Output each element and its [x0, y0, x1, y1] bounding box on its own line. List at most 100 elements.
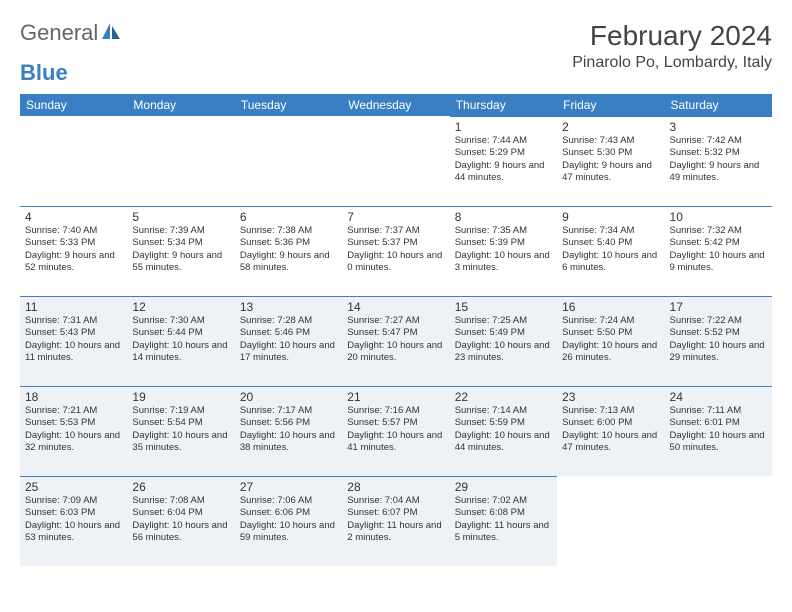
day-number: 10 — [670, 210, 767, 224]
day-cell-td: 14Sunrise: 7:27 AMSunset: 5:47 PMDayligh… — [342, 296, 449, 386]
day-cell-td: 18Sunrise: 7:21 AMSunset: 5:53 PMDayligh… — [20, 386, 127, 476]
day-info: Sunrise: 7:14 AMSunset: 5:59 PMDaylight:… — [455, 405, 552, 454]
day-cell — [127, 116, 234, 205]
day-cell — [235, 116, 342, 205]
day-cell-td: 23Sunrise: 7:13 AMSunset: 6:00 PMDayligh… — [557, 386, 664, 476]
day-cell-td: 10Sunrise: 7:32 AMSunset: 5:42 PMDayligh… — [665, 206, 772, 296]
day-info: Sunrise: 7:06 AMSunset: 6:06 PMDaylight:… — [240, 495, 337, 544]
day-header: Friday — [557, 94, 664, 116]
week-row: 11Sunrise: 7:31 AMSunset: 5:43 PMDayligh… — [20, 296, 772, 386]
day-cell: 9Sunrise: 7:34 AMSunset: 5:40 PMDaylight… — [557, 206, 664, 296]
day-cell-td — [235, 116, 342, 206]
calendar-body: 1Sunrise: 7:44 AMSunset: 5:29 PMDaylight… — [20, 116, 772, 566]
day-cell — [665, 476, 772, 565]
day-cell-td — [127, 116, 234, 206]
day-info: Sunrise: 7:40 AMSunset: 5:33 PMDaylight:… — [25, 225, 122, 274]
day-cell: 10Sunrise: 7:32 AMSunset: 5:42 PMDayligh… — [665, 206, 772, 296]
day-info: Sunrise: 7:27 AMSunset: 5:47 PMDaylight:… — [347, 315, 444, 364]
day-info: Sunrise: 7:28 AMSunset: 5:46 PMDaylight:… — [240, 315, 337, 364]
day-info: Sunrise: 7:13 AMSunset: 6:00 PMDaylight:… — [562, 405, 659, 454]
day-header: Saturday — [665, 94, 772, 116]
day-cell: 7Sunrise: 7:37 AMSunset: 5:37 PMDaylight… — [342, 206, 449, 296]
day-number: 12 — [132, 300, 229, 314]
day-header: Tuesday — [235, 94, 342, 116]
week-row: 4Sunrise: 7:40 AMSunset: 5:33 PMDaylight… — [20, 206, 772, 296]
day-cell-td: 29Sunrise: 7:02 AMSunset: 6:08 PMDayligh… — [450, 476, 557, 566]
day-cell: 28Sunrise: 7:04 AMSunset: 6:07 PMDayligh… — [342, 476, 449, 566]
day-header: Monday — [127, 94, 234, 116]
week-row: 1Sunrise: 7:44 AMSunset: 5:29 PMDaylight… — [20, 116, 772, 206]
day-cell: 5Sunrise: 7:39 AMSunset: 5:34 PMDaylight… — [127, 206, 234, 296]
day-cell: 15Sunrise: 7:25 AMSunset: 5:49 PMDayligh… — [450, 296, 557, 386]
day-info: Sunrise: 7:17 AMSunset: 5:56 PMDaylight:… — [240, 405, 337, 454]
day-cell-td: 1Sunrise: 7:44 AMSunset: 5:29 PMDaylight… — [450, 116, 557, 206]
day-info: Sunrise: 7:38 AMSunset: 5:36 PMDaylight:… — [240, 225, 337, 274]
day-cell — [557, 476, 664, 565]
day-number: 24 — [670, 390, 767, 404]
day-cell-td: 19Sunrise: 7:19 AMSunset: 5:54 PMDayligh… — [127, 386, 234, 476]
day-cell: 4Sunrise: 7:40 AMSunset: 5:33 PMDaylight… — [20, 206, 127, 296]
day-cell: 11Sunrise: 7:31 AMSunset: 5:43 PMDayligh… — [20, 296, 127, 386]
day-cell: 20Sunrise: 7:17 AMSunset: 5:56 PMDayligh… — [235, 386, 342, 476]
day-info: Sunrise: 7:42 AMSunset: 5:32 PMDaylight:… — [670, 135, 767, 184]
day-cell: 8Sunrise: 7:35 AMSunset: 5:39 PMDaylight… — [450, 206, 557, 296]
day-cell-td: 27Sunrise: 7:06 AMSunset: 6:06 PMDayligh… — [235, 476, 342, 566]
day-number: 2 — [562, 120, 659, 134]
day-info: Sunrise: 7:09 AMSunset: 6:03 PMDaylight:… — [25, 495, 122, 544]
day-cell-td: 9Sunrise: 7:34 AMSunset: 5:40 PMDaylight… — [557, 206, 664, 296]
day-cell: 3Sunrise: 7:42 AMSunset: 5:32 PMDaylight… — [665, 116, 772, 206]
day-info: Sunrise: 7:24 AMSunset: 5:50 PMDaylight:… — [562, 315, 659, 364]
day-info: Sunrise: 7:22 AMSunset: 5:52 PMDaylight:… — [670, 315, 767, 364]
day-header: Thursday — [450, 94, 557, 116]
day-cell — [20, 116, 127, 205]
day-cell-td: 3Sunrise: 7:42 AMSunset: 5:32 PMDaylight… — [665, 116, 772, 206]
day-cell: 26Sunrise: 7:08 AMSunset: 6:04 PMDayligh… — [127, 476, 234, 566]
day-info: Sunrise: 7:02 AMSunset: 6:08 PMDaylight:… — [455, 495, 552, 544]
day-cell: 1Sunrise: 7:44 AMSunset: 5:29 PMDaylight… — [450, 116, 557, 206]
day-info: Sunrise: 7:35 AMSunset: 5:39 PMDaylight:… — [455, 225, 552, 274]
title-block: February 2024 Pinarolo Po, Lombardy, Ita… — [572, 20, 772, 72]
day-cell-td: 4Sunrise: 7:40 AMSunset: 5:33 PMDaylight… — [20, 206, 127, 296]
day-cell: 19Sunrise: 7:19 AMSunset: 5:54 PMDayligh… — [127, 386, 234, 476]
day-info: Sunrise: 7:37 AMSunset: 5:37 PMDaylight:… — [347, 225, 444, 274]
day-number: 23 — [562, 390, 659, 404]
day-cell: 14Sunrise: 7:27 AMSunset: 5:47 PMDayligh… — [342, 296, 449, 386]
day-number: 25 — [25, 480, 122, 494]
day-info: Sunrise: 7:39 AMSunset: 5:34 PMDaylight:… — [132, 225, 229, 274]
week-row: 18Sunrise: 7:21 AMSunset: 5:53 PMDayligh… — [20, 386, 772, 476]
day-number: 18 — [25, 390, 122, 404]
day-number: 26 — [132, 480, 229, 494]
day-number: 22 — [455, 390, 552, 404]
location: Pinarolo Po, Lombardy, Italy — [572, 54, 772, 72]
day-number: 11 — [25, 300, 122, 314]
day-cell-td: 24Sunrise: 7:11 AMSunset: 6:01 PMDayligh… — [665, 386, 772, 476]
day-cell-td: 2Sunrise: 7:43 AMSunset: 5:30 PMDaylight… — [557, 116, 664, 206]
day-number: 4 — [25, 210, 122, 224]
logo: General — [20, 20, 121, 46]
day-number: 27 — [240, 480, 337, 494]
day-cell: 6Sunrise: 7:38 AMSunset: 5:36 PMDaylight… — [235, 206, 342, 296]
day-cell-td: 13Sunrise: 7:28 AMSunset: 5:46 PMDayligh… — [235, 296, 342, 386]
day-cell-td — [557, 476, 664, 566]
day-cell-td: 17Sunrise: 7:22 AMSunset: 5:52 PMDayligh… — [665, 296, 772, 386]
day-info: Sunrise: 7:34 AMSunset: 5:40 PMDaylight:… — [562, 225, 659, 274]
day-header: Wednesday — [342, 94, 449, 116]
day-cell — [342, 116, 449, 205]
day-info: Sunrise: 7:25 AMSunset: 5:49 PMDaylight:… — [455, 315, 552, 364]
day-number: 1 — [455, 120, 552, 134]
month-title: February 2024 — [572, 20, 772, 52]
logo-text-blue: Blue — [20, 60, 68, 85]
day-cell: 21Sunrise: 7:16 AMSunset: 5:57 PMDayligh… — [342, 386, 449, 476]
day-number: 5 — [132, 210, 229, 224]
sail-icon — [101, 20, 121, 46]
day-cell: 17Sunrise: 7:22 AMSunset: 5:52 PMDayligh… — [665, 296, 772, 386]
day-info: Sunrise: 7:08 AMSunset: 6:04 PMDaylight:… — [132, 495, 229, 544]
day-info: Sunrise: 7:32 AMSunset: 5:42 PMDaylight:… — [670, 225, 767, 274]
day-number: 8 — [455, 210, 552, 224]
day-cell: 16Sunrise: 7:24 AMSunset: 5:50 PMDayligh… — [557, 296, 664, 386]
week-row: 25Sunrise: 7:09 AMSunset: 6:03 PMDayligh… — [20, 476, 772, 566]
day-cell-td: 25Sunrise: 7:09 AMSunset: 6:03 PMDayligh… — [20, 476, 127, 566]
day-cell-td: 12Sunrise: 7:30 AMSunset: 5:44 PMDayligh… — [127, 296, 234, 386]
day-cell-td: 26Sunrise: 7:08 AMSunset: 6:04 PMDayligh… — [127, 476, 234, 566]
day-cell-td: 8Sunrise: 7:35 AMSunset: 5:39 PMDaylight… — [450, 206, 557, 296]
